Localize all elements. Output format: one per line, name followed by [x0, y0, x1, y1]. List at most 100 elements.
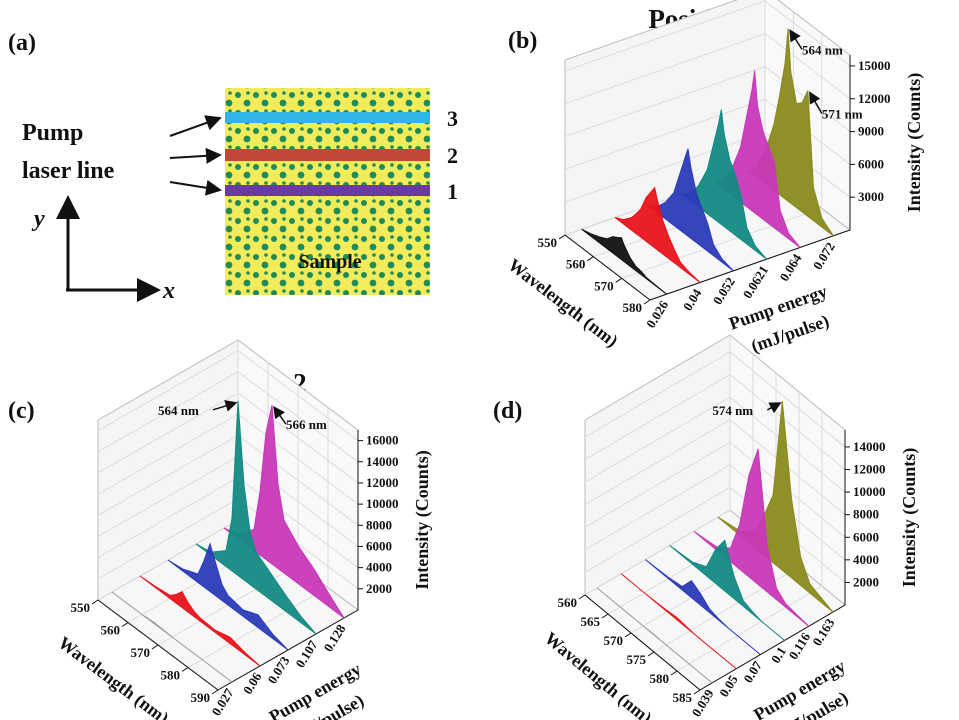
spectrum	[223, 405, 345, 619]
z-axis	[699, 604, 846, 691]
x-axis	[584, 594, 701, 691]
y-tick-label: 14000	[366, 454, 399, 469]
grid-line	[187, 407, 329, 668]
y-tick-label: 6000	[366, 538, 392, 553]
panel-label: (a)	[8, 30, 36, 56]
annotation-arrow	[789, 29, 803, 50]
spectrum	[596, 587, 713, 684]
panel-label: (b)	[508, 28, 537, 54]
y-tick-label: 12000	[858, 91, 891, 106]
pump-label: Pump	[22, 120, 83, 146]
x-axis	[564, 234, 651, 301]
x-tick-label: 560	[101, 623, 121, 638]
x-tick-label: 565	[581, 614, 601, 629]
y-axis-title: Intensity (Counts)	[412, 450, 433, 590]
z-tick-label: 0.0621	[740, 263, 772, 301]
x-axis-label: x	[162, 278, 175, 304]
z-tick-label: 0.072	[810, 239, 838, 272]
annotation: 571 nm	[822, 107, 863, 122]
x-tick	[181, 667, 189, 672]
x-tick	[643, 299, 651, 305]
z-tick-label: 0.039	[688, 686, 716, 719]
x-tick	[121, 622, 129, 627]
laser-line-2	[225, 149, 430, 161]
spectrum	[669, 539, 785, 641]
z-tick-label: 0.064	[776, 251, 804, 284]
x-tick	[647, 651, 655, 657]
x-tick-label: 550	[71, 600, 91, 615]
line-number: 2	[447, 143, 458, 168]
y-axis-label: y	[31, 206, 45, 232]
x-tick	[558, 234, 566, 240]
pump-label: laser line	[22, 158, 115, 184]
grid-line	[621, 33, 823, 279]
x-tick-label: 550	[538, 235, 558, 250]
z-tick-label: 0.04	[680, 286, 705, 314]
y-tick-label: 6000	[858, 156, 884, 171]
spectrum	[645, 559, 761, 655]
annotation-arrow	[212, 400, 238, 412]
annotation: 574 nm	[712, 403, 753, 418]
y-axis-title: Intensity (Counts)	[899, 448, 920, 588]
x-tick-label: 560	[558, 595, 578, 610]
y-tick-label: 3000	[858, 189, 884, 204]
panel-label: (d)	[493, 398, 522, 424]
spectrum	[680, 109, 768, 260]
x-tick	[624, 632, 632, 638]
y-tick-label: 2000	[366, 581, 392, 596]
spectrum	[646, 148, 734, 272]
spectrum	[614, 186, 701, 283]
sample-label: Sample	[298, 251, 361, 273]
y-tick-label: 10000	[366, 496, 399, 511]
x-tick-label: 570	[604, 633, 624, 648]
x-tick-label: 570	[594, 278, 614, 293]
z-axis	[649, 229, 851, 301]
x-tick-label: 560	[566, 257, 586, 272]
annotation-arrow	[273, 405, 287, 425]
x-tick-label: 585	[673, 690, 693, 705]
x-tick-label: 575	[627, 652, 647, 667]
x-axis-title: Wavelength (nm)	[54, 632, 173, 720]
y-tick-label: 8000	[853, 507, 879, 522]
spectrum	[581, 228, 667, 295]
annotation: 564 nm	[158, 403, 199, 418]
spectrum	[139, 575, 261, 667]
z-tick-label: 0.1	[768, 644, 789, 666]
x-tick-label: 580	[161, 668, 181, 683]
y-tick-label: 16000	[366, 433, 399, 448]
x-tick	[670, 670, 678, 676]
arrow	[169, 179, 222, 196]
x-tick	[587, 256, 594, 262]
line-number: 1	[447, 179, 458, 204]
y-tick-label: 10000	[853, 484, 886, 499]
annotation: 564 nm	[802, 42, 843, 57]
y-axis-title: Intensity (Counts)	[904, 73, 925, 213]
x-tick	[91, 599, 99, 605]
z-tick-label: 0.027	[208, 685, 236, 718]
grid-line	[676, 411, 823, 672]
annotation-arrow	[809, 91, 823, 114]
arrow	[169, 115, 222, 137]
spectrum	[620, 573, 737, 670]
x-tick	[211, 689, 219, 695]
line-number: 3	[447, 106, 458, 131]
annotation: 566 nm	[286, 417, 327, 432]
y-tick-label: 12000	[853, 462, 886, 477]
y-tick-label: 2000	[853, 574, 879, 589]
spectrum	[111, 591, 233, 683]
z-tick-label: 0.052	[710, 274, 738, 307]
x-tick	[151, 644, 159, 650]
panel-label: (c)	[8, 398, 35, 424]
annotation-arrow	[766, 402, 782, 414]
x-axis	[97, 599, 219, 691]
spectrum	[713, 70, 801, 248]
spectrum	[195, 400, 317, 635]
grid-line	[584, 335, 731, 596]
spectrum	[167, 542, 289, 651]
y-tick-label: 4000	[366, 560, 392, 575]
x-tick-label: 570	[131, 645, 151, 660]
y-tick-label: 6000	[853, 529, 879, 544]
laser-line-1	[225, 185, 430, 196]
x-tick	[693, 689, 701, 695]
